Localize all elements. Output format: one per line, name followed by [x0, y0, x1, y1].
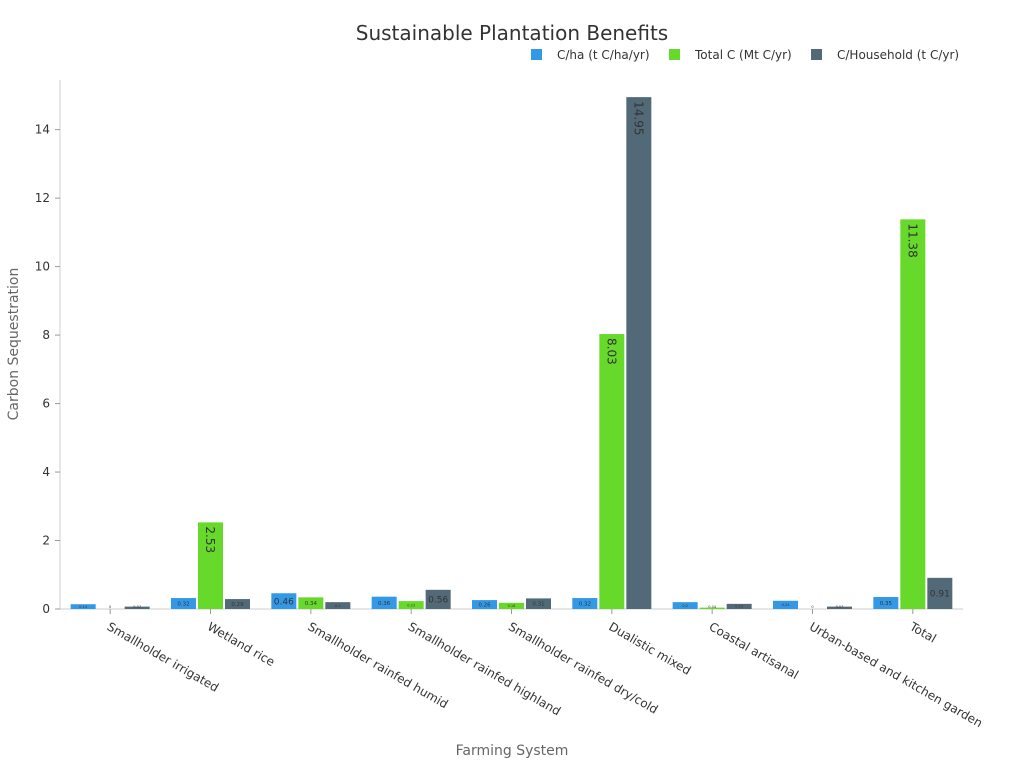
- legend-swatch: [669, 49, 680, 60]
- bar[interactable]: [171, 598, 196, 609]
- bar[interactable]: [773, 600, 798, 609]
- bar[interactable]: [124, 606, 150, 609]
- data-label: 0.18: [508, 604, 516, 608]
- bar[interactable]: [827, 606, 852, 609]
- data-label: 0.32: [177, 601, 189, 607]
- bar[interactable]: [472, 600, 497, 609]
- data-label: 0.36: [378, 601, 391, 607]
- y-axis-title: Carbon Sequestration: [6, 268, 22, 421]
- data-label: 0.23: [407, 603, 415, 607]
- bar[interactable]: [900, 219, 926, 610]
- x-tick-label: Dualistic mixed: [606, 619, 693, 677]
- x-tick-label: Wetland rice: [205, 619, 277, 669]
- data-label: 0: [109, 605, 111, 609]
- data-label: 11.38: [905, 223, 919, 257]
- data-label: 0.46: [274, 597, 294, 607]
- data-label: 8.03: [604, 338, 618, 365]
- bar[interactable]: [298, 597, 324, 609]
- data-label: 0.35: [880, 601, 893, 607]
- legend: C/ha (t C/ha/yr) Total C (Mt C/yr) C/House…: [531, 48, 959, 62]
- data-label: 0.2: [335, 604, 341, 608]
- data-label: 0.56: [428, 596, 448, 606]
- x-axis-title: Farming System: [456, 743, 569, 759]
- bar[interactable]: [927, 577, 953, 609]
- bar[interactable]: [70, 604, 96, 609]
- bar[interactable]: [425, 589, 451, 609]
- legend-swatch: [531, 49, 542, 60]
- legend-label: Total C (Mt C/yr): [694, 48, 792, 62]
- bar[interactable]: [572, 598, 598, 609]
- bar[interactable]: [271, 593, 297, 609]
- bar[interactable]: [699, 607, 725, 609]
- data-label: 0.32: [579, 601, 591, 607]
- bar[interactable]: [526, 598, 551, 609]
- chart-title: Sustainable Plantation Benefits: [356, 21, 668, 45]
- data-label: 0.07: [836, 605, 844, 609]
- bar[interactable]: [225, 599, 250, 609]
- bar[interactable]: [726, 603, 752, 609]
- y-tick-label: 14: [35, 123, 50, 137]
- data-label: 0.14: [79, 605, 88, 609]
- data-label: 0.04: [708, 605, 717, 609]
- bar[interactable]: [499, 602, 524, 609]
- x-tick-label: Urban-based and kitchen garden: [807, 619, 985, 730]
- data-label: 14.95: [631, 101, 645, 135]
- data-label: 0.34: [305, 601, 318, 607]
- y-tick-label: 8: [42, 328, 50, 342]
- bar[interactable]: [398, 601, 424, 609]
- bar[interactable]: [198, 522, 223, 609]
- bar[interactable]: [599, 334, 625, 609]
- bar[interactable]: [626, 97, 652, 609]
- legend-label: C/Household (t C/yr): [837, 48, 959, 62]
- bar[interactable]: [672, 602, 698, 609]
- bars: 0.14 0 0.07 0.32 2.53 0.29 0.46 0.34 0.2 0.36 0.23…: [70, 97, 953, 610]
- data-label: 0.31: [532, 602, 544, 608]
- legend-swatch: [811, 49, 822, 60]
- data-label: 0.91: [930, 590, 950, 600]
- x-tick-label: Total: [906, 619, 938, 646]
- y-axis: 0 2 4 6 8 10 12 14: [35, 80, 61, 616]
- y-tick-label: 6: [42, 397, 50, 411]
- data-label: 0.2: [682, 604, 688, 608]
- legend-label: C/ha (t C/ha/yr): [557, 48, 650, 62]
- x-tick-label: Coastal artisanal: [707, 619, 801, 682]
- y-tick-label: 2: [42, 534, 50, 548]
- bar[interactable]: [325, 602, 351, 609]
- y-tick-label: 0: [42, 602, 50, 616]
- y-tick-label: 10: [35, 260, 50, 274]
- data-label: 0.26: [478, 602, 491, 608]
- data-label: 0.29: [231, 602, 244, 608]
- data-label: 0.15: [735, 605, 743, 609]
- x-tick-label: Smallholder irrigated: [105, 619, 221, 694]
- data-label: 0.24: [782, 603, 791, 607]
- y-tick-label: 4: [42, 465, 50, 479]
- data-label: 0: [811, 605, 813, 609]
- y-tick-label: 12: [35, 191, 50, 205]
- bar[interactable]: [873, 597, 899, 609]
- bar[interactable]: [371, 596, 397, 609]
- data-label: 2.53: [203, 526, 217, 553]
- data-label: 0.07: [133, 605, 141, 609]
